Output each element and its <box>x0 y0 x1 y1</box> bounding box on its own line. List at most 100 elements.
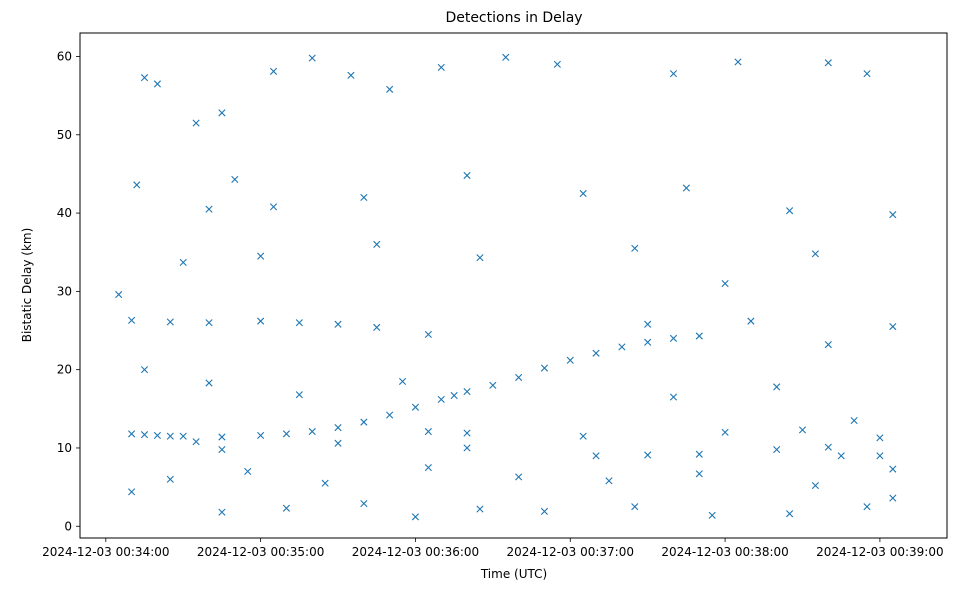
y-tick-label: 60 <box>57 49 72 63</box>
data-point <box>166 432 174 440</box>
data-point <box>257 431 265 440</box>
data-point <box>140 431 149 439</box>
data-point <box>295 319 303 327</box>
data-point <box>631 244 639 252</box>
y-tick-label: 20 <box>57 363 72 377</box>
data-point <box>824 341 832 349</box>
data-point <box>179 432 187 440</box>
data-point <box>579 189 587 198</box>
data-point <box>386 411 394 419</box>
data-point <box>166 475 174 483</box>
data-point <box>450 391 458 400</box>
data-point <box>334 320 342 328</box>
data-point <box>128 488 136 496</box>
y-axis: 0 10 20 30 40 50 60 <box>57 49 80 533</box>
data-point <box>695 332 703 340</box>
data-point <box>386 85 394 93</box>
data-point <box>644 451 652 459</box>
y-tick-label: 0 <box>64 519 72 533</box>
y-tick-label: 50 <box>57 128 72 142</box>
data-point <box>773 445 781 454</box>
data-point <box>437 63 445 72</box>
data-point <box>515 373 523 382</box>
data-point <box>889 465 897 473</box>
x-axis: 2024-12-03 00:34:00 2024-12-03 00:35:00 20… <box>42 538 944 559</box>
data-point <box>592 349 600 357</box>
y-axis-label: Bistatic Delay (km) <box>20 228 34 343</box>
data-point <box>218 109 226 117</box>
data-points <box>115 53 897 521</box>
data-point <box>360 499 368 508</box>
data-point <box>218 433 226 441</box>
data-point <box>824 443 832 451</box>
data-point <box>437 395 445 404</box>
data-point <box>476 254 484 262</box>
data-point <box>489 381 497 389</box>
data-point <box>463 429 471 437</box>
data-point <box>708 511 716 519</box>
data-point <box>321 479 329 487</box>
data-point <box>669 393 678 401</box>
data-point <box>876 434 884 442</box>
data-point <box>334 439 342 447</box>
data-point <box>140 366 149 374</box>
data-point <box>889 323 897 331</box>
data-point <box>566 356 574 364</box>
data-point <box>837 452 845 460</box>
data-point <box>863 70 871 78</box>
data-point <box>373 240 381 248</box>
y-tick-label: 30 <box>57 284 72 298</box>
data-point <box>205 205 213 213</box>
data-point <box>360 193 368 202</box>
data-point <box>153 431 161 440</box>
data-point <box>592 452 600 460</box>
data-point <box>166 318 174 326</box>
data-point <box>773 383 781 391</box>
data-point <box>540 507 549 515</box>
data-point <box>811 250 819 258</box>
data-point <box>411 513 420 521</box>
data-point <box>308 427 316 436</box>
data-point <box>553 60 561 68</box>
data-point <box>295 391 303 399</box>
data-point <box>811 481 819 490</box>
data-point <box>282 504 291 512</box>
data-point <box>721 428 729 436</box>
y-tick-label: 10 <box>57 441 72 455</box>
plot-frame <box>79 32 948 539</box>
data-point <box>128 430 136 438</box>
data-point <box>515 473 523 481</box>
data-point <box>747 317 755 325</box>
data-point <box>360 418 368 426</box>
data-point <box>786 510 794 518</box>
data-point <box>876 452 884 460</box>
data-point <box>463 444 471 452</box>
data-point <box>463 171 471 180</box>
data-point <box>734 58 742 66</box>
data-point <box>695 450 703 458</box>
data-point <box>644 320 652 328</box>
data-point <box>231 175 239 183</box>
data-point <box>411 403 420 411</box>
data-point <box>721 279 729 288</box>
data-point <box>308 54 316 62</box>
x-tick-label: 2024-12-03 00:35:00 <box>197 545 324 559</box>
x-tick-label: 2024-12-03 00:34:00 <box>42 545 169 559</box>
data-point <box>192 119 200 127</box>
data-point <box>850 416 858 425</box>
data-point <box>695 470 703 478</box>
data-point <box>347 71 355 79</box>
data-point <box>424 463 432 472</box>
data-point <box>269 203 278 211</box>
data-point <box>798 426 807 434</box>
data-point <box>644 338 652 346</box>
data-point <box>889 494 897 502</box>
data-point <box>179 258 187 266</box>
x-tick-label: 2024-12-03 00:36:00 <box>352 545 479 559</box>
data-point <box>140 74 149 82</box>
data-point <box>605 477 613 485</box>
data-point <box>669 70 678 78</box>
x-tick-label: 2024-12-03 00:39:00 <box>816 545 943 559</box>
data-point <box>463 388 471 396</box>
